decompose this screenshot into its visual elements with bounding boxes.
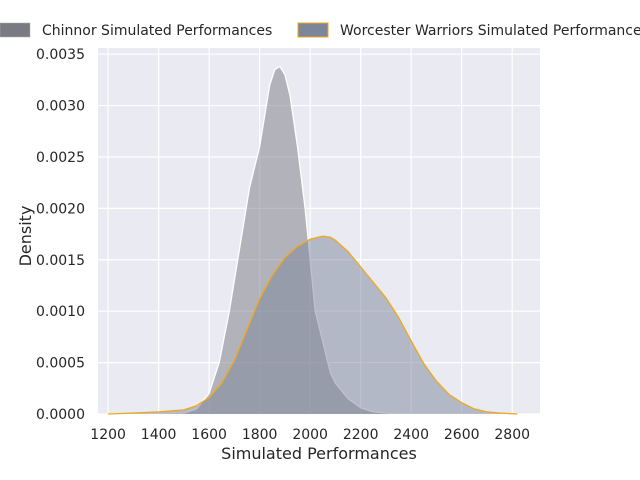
x-tick-label: 2400	[393, 427, 429, 443]
y-tick-label: 0.0015	[36, 253, 85, 269]
x-tick-label: 2800	[494, 427, 530, 443]
worcester-density-line	[108, 235, 518, 415]
legend-swatch-chinnor	[0, 22, 31, 38]
y-tick-labels: 0.0000 0.0005 0.0010 0.0015 0.0020 0.0025 0.00…	[36, 47, 85, 423]
density-series	[108, 65, 518, 415]
x-tick-label: 1800	[242, 427, 278, 443]
x-tick-labels: 1200 1400 1600 1800 2000 2200 2400 2600 2800	[90, 427, 530, 443]
y-tick-label: 0.0030	[36, 99, 85, 115]
x-tick-label: 1400	[141, 427, 177, 443]
y-tick-label: 0.0010	[36, 304, 85, 320]
legend-label-worcester: Worcester Warriors Simulated Performance…	[340, 23, 640, 39]
x-tick-label: 2600	[444, 427, 480, 443]
legend-label-chinnor: Chinnor Simulated Performances	[42, 23, 272, 39]
legend: Chinnor Simulated Performances Worcester…	[0, 22, 640, 39]
y-tick-label: 0.0005	[36, 356, 85, 372]
legend-swatch-worcester	[297, 22, 329, 38]
x-tick-label: 2000	[292, 427, 328, 443]
y-tick-label: 0.0025	[36, 150, 85, 166]
x-axis-label: Simulated Performances	[221, 444, 417, 463]
y-tick-label: 0.0035	[36, 47, 85, 63]
x-tick-label: 2200	[343, 427, 379, 443]
y-axis-label: Density	[16, 206, 35, 267]
y-tick-label: 0.0020	[36, 201, 85, 217]
worcester-density-area	[108, 236, 518, 414]
y-tick-label: 0.0000	[36, 407, 85, 423]
chinnor-density-area	[108, 66, 412, 414]
x-tick-label: 1600	[191, 427, 227, 443]
x-tick-label: 1200	[90, 427, 126, 443]
